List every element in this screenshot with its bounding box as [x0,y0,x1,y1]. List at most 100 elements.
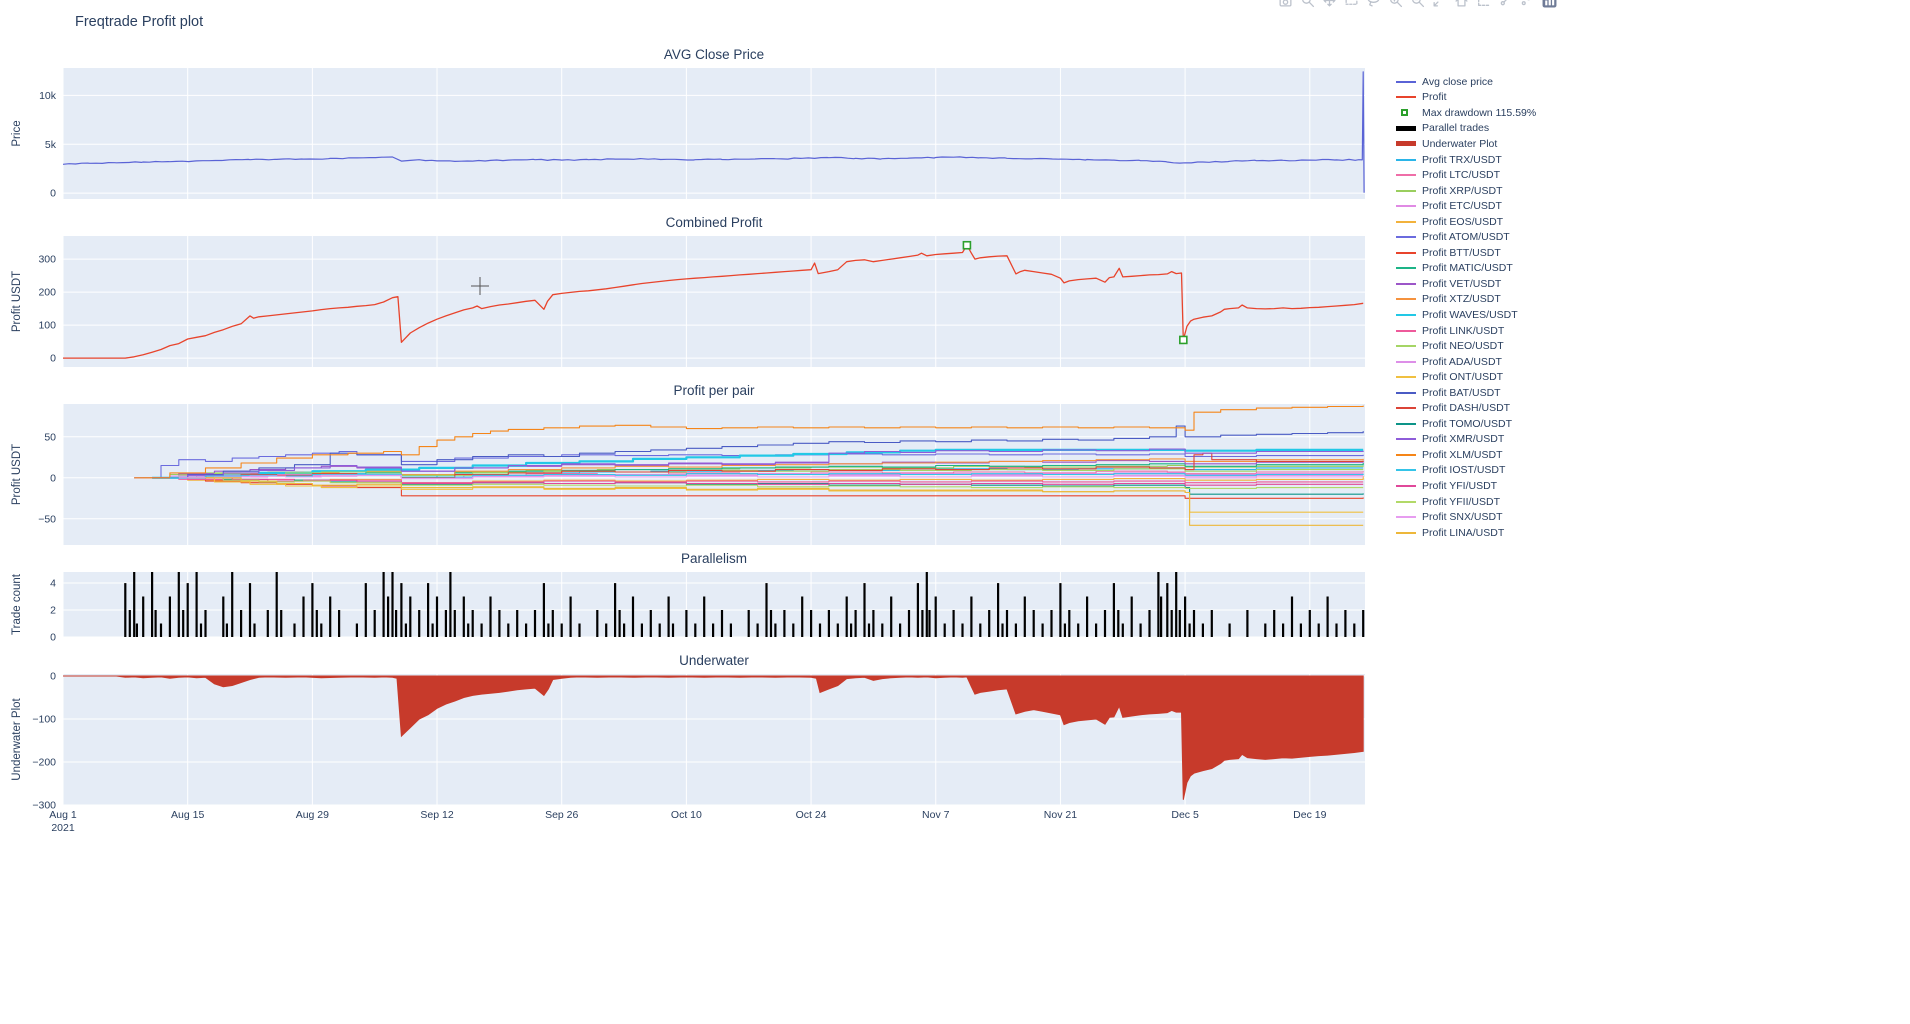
legend-item[interactable]: Profit BTT/USDT [1396,245,1571,261]
legend-item[interactable]: Profit XTZ/USDT [1396,292,1571,308]
max-drawdown-marker[interactable] [962,240,972,250]
legend-swatch-icon [1396,220,1416,223]
legend-swatch-icon [1396,422,1416,425]
series-layer [63,244,1364,359]
legend-item[interactable]: Profit VET/USDT [1396,276,1571,292]
line-series-Avg close price [63,71,1365,193]
subplot-title: Profit per pair [673,383,755,398]
x-tick-label: Aug 1 [49,809,77,821]
legend-item-label: Profit SNX/USDT [1422,511,1503,524]
plot-area[interactable] [63,68,1365,199]
plotly-logo-icon[interactable] [1542,0,1557,8]
line-series-Profit YFI/USDT [196,477,1364,486]
legend-item-label: Profit ONT/USDT [1422,371,1504,384]
y-tick-label: 0 [50,632,56,644]
legend-item-label: Profit MATIC/USDT [1422,262,1513,275]
subplot-profit-per-pair[interactable]: −50 0 50 Profit per pair Profit USDT [11,383,1365,545]
legend-item[interactable]: Profit TRX/USDT [1396,152,1571,168]
subplot-avg-close-price[interactable]: 0 5k 10k AVG Close Price Price [11,47,1365,200]
hover-compare-icon[interactable] [1520,0,1535,8]
legend-item[interactable]: Profit IOST/USDT [1396,463,1571,479]
legend-swatch-icon [1396,345,1416,348]
legend-item[interactable]: Profit ATOM/USDT [1396,229,1571,245]
legend-swatch-icon [1396,484,1416,487]
legend-item-label: Profit EOS/USDT [1422,215,1504,228]
legend-item[interactable]: Profit [1396,90,1571,106]
autoscale-icon[interactable] [1432,0,1447,8]
legend-item-label: Profit ADA/USDT [1422,355,1502,368]
hover-closest-icon[interactable] [1498,0,1513,8]
legend-item[interactable]: Profit ETC/USDT [1396,198,1571,214]
legend-item[interactable]: Profit WAVES/USDT [1396,307,1571,323]
legend-item[interactable]: Profit LTC/USDT [1396,167,1571,183]
legend-item-label: Underwater Plot [1422,137,1498,150]
legend-item-label: Profit WAVES/USDT [1422,308,1518,321]
legend-item[interactable]: Profit XLM/USDT [1396,447,1571,463]
legend-item[interactable]: Profit LINA/USDT [1396,525,1571,541]
line-series-Profit ATOM/USDT [134,450,1364,479]
toggle-spikelines-icon[interactable] [1476,0,1491,8]
y-tick-label: 300 [38,254,56,266]
y-tick-label: 0 [50,188,56,200]
legend-item[interactable]: Profit YFI/USDT [1396,478,1571,494]
legend-item[interactable]: Avg close price [1396,74,1571,90]
line-series-Profit SNX/USDT [178,474,1364,480]
series-layer [134,405,1364,526]
legend-item-label: Profit BAT/USDT [1422,386,1501,399]
line-series-Profit XLM/USDT [134,405,1364,479]
max-drawdown-marker[interactable] [1179,335,1188,345]
legend-item[interactable]: Profit ONT/USDT [1396,369,1571,385]
legend-swatch-icon [1396,141,1416,147]
pan-icon[interactable] [1322,0,1337,8]
legend-item[interactable]: Profit TOMO/USDT [1396,416,1571,432]
legend-item[interactable]: Profit XRP/USDT [1396,183,1571,199]
legend-swatch-icon [1396,267,1416,270]
legend-item-label: Profit [1422,91,1447,104]
legend-item[interactable]: Underwater Plot [1396,136,1571,152]
x-tick-sublabel: 2021 [51,822,75,834]
legend-item[interactable]: Profit BAT/USDT [1396,385,1571,401]
reset-axes-icon[interactable] [1454,0,1469,8]
legend-item-label: Profit ATOM/USDT [1422,231,1510,244]
legend-item[interactable]: Profit XMR/USDT [1396,432,1571,448]
legend-swatch-icon [1396,360,1416,363]
legend-item[interactable]: Profit SNX/USDT [1396,509,1571,525]
legend-item-label: Profit ETC/USDT [1422,200,1502,213]
zoom-in-icon[interactable] [1388,0,1403,8]
legend-item[interactable]: Profit LINK/USDT [1396,323,1571,339]
subplot-title: Underwater [679,653,749,668]
legend-item[interactable]: Profit ADA/USDT [1396,354,1571,370]
bar-series-Parallel trades [124,572,1365,637]
box-select-icon[interactable] [1344,0,1359,8]
legend-item[interactable]: Profit MATIC/USDT [1396,261,1571,277]
legend-swatch-icon [1396,469,1416,472]
legend-swatch-icon [1396,298,1416,301]
legend-swatch-icon [1396,282,1416,285]
legend-item[interactable]: Profit YFII/USDT [1396,494,1571,510]
legend-item[interactable]: Profit DASH/USDT [1396,400,1571,416]
legend-item-label: Profit YFI/USDT [1422,479,1498,492]
legend-item[interactable]: Profit NEO/USDT [1396,338,1571,354]
plot-area[interactable] [63,236,1365,367]
zoom-out-icon[interactable] [1410,0,1425,8]
legend: Avg close price Profit Max drawdown 115.59… [1396,74,1571,540]
legend-item[interactable]: Parallel trades [1396,121,1571,137]
series-layer [124,572,1365,637]
subplot-underwater[interactable]: 0 −100 −200 −300 Underwater Underwater Plot [11,653,1365,812]
zoom-icon[interactable] [1300,0,1315,8]
y-tick-label: 4 [50,578,56,590]
lasso-select-icon[interactable] [1366,0,1381,8]
legend-item-label: Profit DASH/USDT [1422,402,1511,415]
legend-swatch-icon [1396,329,1416,332]
legend-item-label: Profit TRX/USDT [1422,153,1502,166]
subplot-combined-profit[interactable]: 0 100 200 300 Combined Profit Profit USDT [11,215,1365,367]
legend-item[interactable]: Max drawdown 115.59% [1396,105,1571,121]
legend-item[interactable]: Profit EOS/USDT [1396,214,1571,230]
subplot-parallelism[interactable]: 0 2 4 Parallelism Trade count [11,551,1365,644]
y-tick-label: −50 [38,513,56,525]
legend-swatch-icon [1396,236,1416,239]
legend-item-label: Profit XTZ/USDT [1422,293,1501,306]
download-png-icon[interactable] [1278,0,1293,8]
